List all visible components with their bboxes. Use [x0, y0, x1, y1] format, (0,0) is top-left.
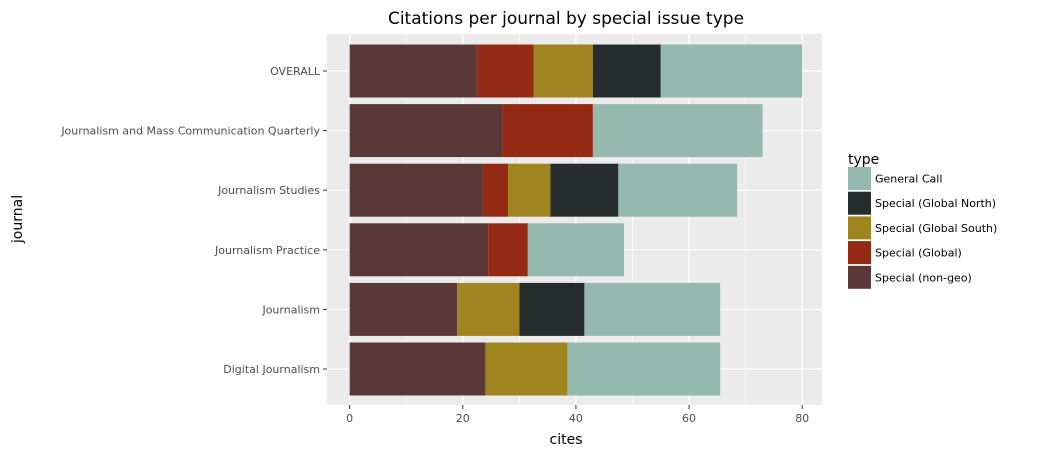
- y-axis: OVERALL Journalism and Mass Communication…: [60, 65, 327, 376]
- bar-segment: [550, 163, 619, 217]
- legend-label: Special (Global): [875, 247, 962, 260]
- bar-segment: [349, 104, 503, 158]
- bars: [349, 44, 803, 396]
- chart-title: Citations per journal by special issue t…: [388, 9, 744, 29]
- bar-segment: [349, 44, 477, 98]
- bar-segment: [519, 282, 585, 336]
- legend-key: [848, 265, 871, 289]
- legend-key: [848, 167, 871, 190]
- bar-segment: [584, 282, 721, 336]
- legend-label: General Call: [875, 173, 942, 186]
- y-tick-label: OVERALL: [270, 65, 321, 78]
- bar-segment: [533, 44, 593, 98]
- bar-segment: [482, 163, 509, 217]
- bar-segment: [349, 342, 486, 396]
- legend-key: [848, 241, 871, 265]
- x-axis-title: cites: [550, 432, 583, 448]
- y-tick-label: Journalism Studies: [217, 184, 320, 197]
- y-tick-label: Digital Journalism: [223, 363, 320, 376]
- bar-segment: [349, 163, 483, 217]
- x-tick-label: 20: [456, 412, 470, 425]
- legend-label: Special (Global North): [875, 197, 996, 210]
- legend-label: Special (non-geo): [875, 271, 972, 284]
- legend-label: Special (Global South): [875, 222, 997, 235]
- bar-segment: [508, 163, 551, 217]
- y-tick-label: Journalism: [261, 303, 320, 316]
- bar-segment: [502, 104, 593, 158]
- legend-key: [848, 191, 871, 215]
- bar-segment: [592, 44, 661, 98]
- bar-segment: [527, 223, 624, 277]
- x-tick-label: 60: [682, 412, 696, 425]
- x-tick-label: 40: [569, 412, 583, 425]
- bar-segment: [457, 282, 520, 336]
- bar-segment: [485, 342, 568, 396]
- legend-title: type: [848, 152, 879, 168]
- x-axis: 0 20 40 60 80: [346, 405, 809, 425]
- legend-key: [848, 216, 871, 240]
- x-tick-label: 80: [795, 412, 809, 425]
- bar-segment: [349, 223, 489, 277]
- y-tick-label: Journalism Practice: [214, 244, 320, 257]
- bar-segment: [476, 44, 534, 98]
- bar-segment: [349, 282, 458, 336]
- bar-segment: [592, 104, 763, 158]
- bar-segment: [567, 342, 721, 396]
- bar-segment: [660, 44, 803, 98]
- x-tick-label: 0: [346, 412, 353, 425]
- bar-segment: [618, 163, 738, 217]
- bar-segment: [488, 223, 528, 277]
- legend: type General Call Special (Global North) S…: [848, 152, 997, 289]
- y-axis-title: journal: [10, 195, 26, 244]
- y-tick-label: Journalism and Mass Communication Quarte…: [60, 125, 320, 138]
